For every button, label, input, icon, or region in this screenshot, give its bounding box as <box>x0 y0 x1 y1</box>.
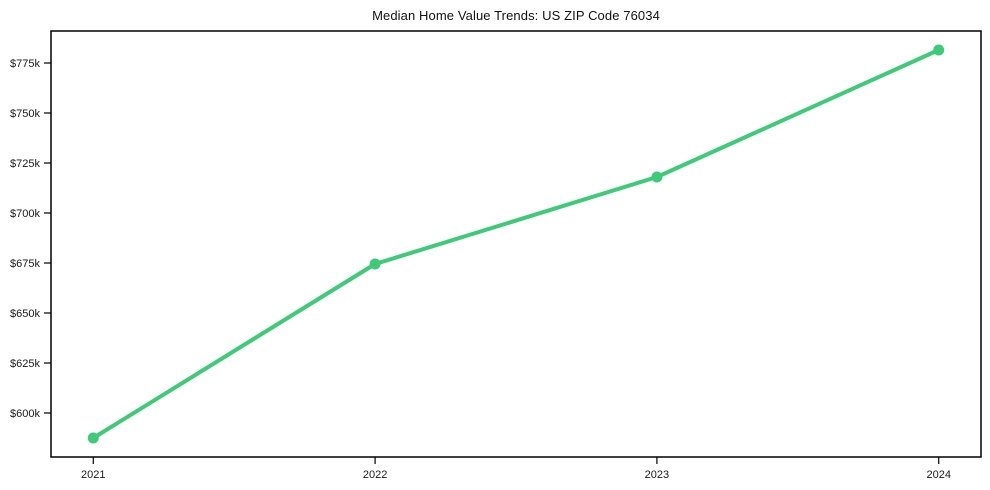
y-tick-label: $650k <box>10 308 40 320</box>
chart-title: Median Home Value Trends: US ZIP Code 76… <box>372 8 660 23</box>
y-tick-label: $625k <box>10 358 40 370</box>
y-tick-label: $725k <box>10 158 40 170</box>
x-tick-label: 2024 <box>926 469 950 481</box>
y-tick-label: $600k <box>10 408 40 420</box>
y-tick-label: $700k <box>10 208 40 220</box>
x-tick-label: 2021 <box>81 469 105 481</box>
trend-line <box>91 48 941 440</box>
y-tick-label: $750k <box>10 108 40 120</box>
data-point-marker-2024 <box>933 44 945 56</box>
y-tick-label: $675k <box>10 258 40 270</box>
data-point-marker-2023 <box>651 171 663 183</box>
plot-border <box>50 30 982 458</box>
data-point-marker-2021 <box>87 432 99 444</box>
x-tick-label: 2022 <box>363 469 387 481</box>
y-tick-label: $775k <box>10 58 40 70</box>
x-tick-label: 2023 <box>645 469 669 481</box>
data-point-marker-2022 <box>369 258 381 270</box>
